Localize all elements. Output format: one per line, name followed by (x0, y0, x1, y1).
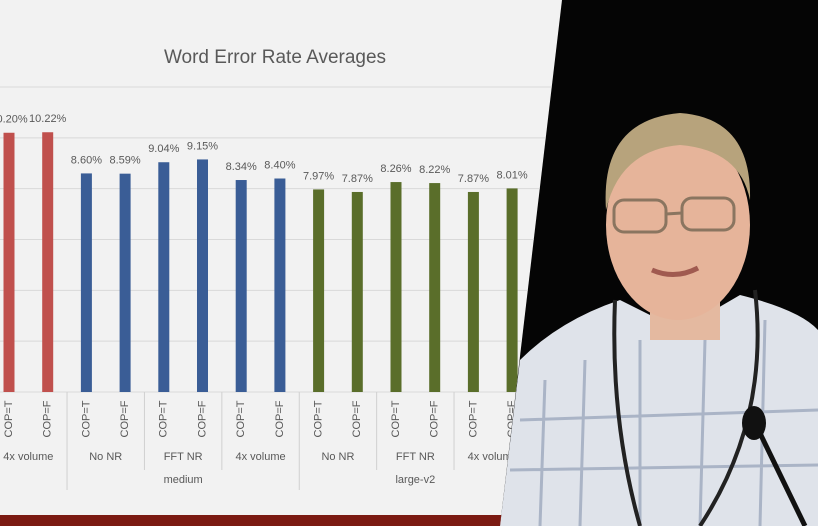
bar (197, 159, 208, 392)
bar (158, 162, 170, 392)
group-label: large-v2 (395, 474, 435, 486)
data-label: 8.59% (109, 155, 140, 167)
data-label: 8.60% (71, 154, 102, 166)
data-label: 7.87% (458, 173, 489, 185)
mouth (651, 265, 700, 277)
x-tick-label: COP=T (390, 400, 402, 437)
bar (42, 132, 54, 392)
subgroup-label: FFT NR (396, 451, 435, 463)
bar (80, 173, 92, 392)
subgroup-label: FFT NR (164, 451, 203, 463)
subgroup-label: 4x volume (468, 451, 518, 463)
x-tick-label: COP=F (196, 400, 208, 437)
x-tick-label: COP=T (3, 400, 15, 437)
subgroup-label: 4x volume (3, 451, 53, 463)
microphone (742, 406, 766, 440)
bar (429, 183, 441, 392)
bar (274, 178, 286, 392)
x-tick-label: COP=T (80, 400, 92, 437)
data-label: 8.22% (419, 164, 450, 176)
x-tick-label: COP=F (274, 400, 286, 437)
data-label: 8.34% (226, 161, 257, 173)
data-label: 8.26% (380, 163, 411, 175)
data-label: 9.15% (187, 140, 218, 152)
subgroup-label: No NR (89, 451, 122, 463)
face (606, 130, 750, 320)
x-tick-label: COP=F (42, 400, 54, 437)
x-tick-label: COP=T (158, 400, 170, 437)
bar (506, 188, 518, 392)
bar (313, 189, 325, 392)
slide-footer (0, 515, 562, 526)
x-tick-label: COP=F (351, 400, 363, 437)
x-tick-label: COP=F (429, 400, 441, 437)
microphone-stand (753, 423, 808, 526)
group-label: medium (164, 474, 203, 486)
data-label: 8.40% (264, 159, 295, 171)
data-label: 7.97% (303, 170, 334, 182)
bar (467, 191, 479, 392)
bar (119, 173, 131, 392)
data-label: 9.04% (148, 143, 179, 155)
subgroup-label: No NR (321, 451, 354, 463)
x-tick-label: COP=T (235, 400, 247, 437)
bar (3, 132, 15, 392)
data-label: 7.87% (342, 173, 373, 185)
glasses (612, 196, 736, 234)
speaker (500, 113, 818, 526)
bar (235, 180, 247, 392)
x-tick-label: COP=F (119, 400, 131, 437)
chart-title: Word Error Rate Averages (164, 47, 386, 68)
data-label: 8.01% (496, 169, 527, 181)
slide: Word Error Rate Averages 10.20% COP=T 10.2… (0, 0, 562, 526)
data-label: 10.22% (29, 113, 67, 125)
data-label: 10.20% (0, 114, 28, 126)
bar (351, 191, 363, 392)
x-tick-label: COP=T (313, 400, 325, 437)
hair (605, 113, 751, 210)
x-tick-label: COP=T (467, 400, 479, 437)
bar (390, 182, 402, 392)
subgroup-label: 4x volume (235, 451, 285, 463)
